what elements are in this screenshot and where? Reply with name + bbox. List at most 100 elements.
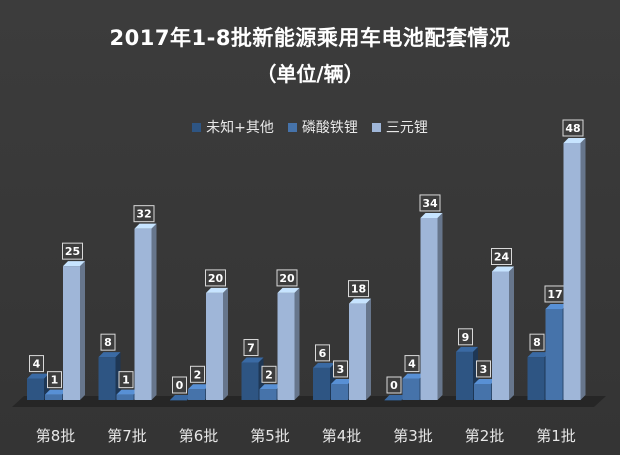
bar [98,357,116,400]
data-label: 20 [208,272,224,285]
bar-top [563,138,586,143]
bar [331,383,348,400]
data-label: 7 [247,342,255,355]
bar-top [206,287,228,293]
bar [527,357,545,400]
data-label-box [348,280,369,298]
bar-side [151,223,157,400]
bar [116,394,134,400]
x-tick-label: 第8批 [36,427,76,445]
bar-side [80,261,85,400]
bar [241,362,259,400]
data-label-box [315,344,330,362]
bar [259,389,277,400]
bar-top [349,298,371,304]
x-tick-label: 第4批 [322,427,362,445]
data-label: 48 [565,122,580,135]
bar [545,308,563,400]
legend-swatch-unknown [192,122,202,132]
data-label: 34 [422,197,438,210]
data-label: 0 [390,379,398,392]
bar-top [313,362,335,368]
bar-top [98,352,121,358]
bar-top [420,212,443,218]
bar-top [188,384,210,390]
bar [134,228,152,400]
data-label-box [476,360,491,378]
bar-side [437,212,443,400]
data-label-box [62,242,83,260]
bar [563,143,581,400]
bar-top [241,357,264,363]
data-label: 17 [547,288,562,301]
bar-top [492,266,514,272]
bar-top [527,352,550,358]
chart-subtitle: （单位/辆） [256,62,364,86]
x-tick-label: 第3批 [393,427,433,445]
bar [492,271,509,400]
data-label: 9 [462,331,470,344]
data-label: 4 [33,358,41,371]
bar [170,400,187,401]
bar-top [402,373,425,379]
bar-top [259,384,282,390]
data-label-box [205,269,226,287]
data-label: 1 [51,374,59,387]
bar [420,217,438,400]
bar [384,400,402,401]
bar-top [474,378,496,384]
bar-side [580,138,586,400]
data-label: 4 [408,358,416,371]
x-tick-label: 第6批 [179,427,219,445]
data-label: 20 [279,272,295,285]
bar [45,394,62,400]
bar-top [384,395,407,400]
bar-top [331,378,353,384]
legend-label-unknown: 未知+其他 [206,120,274,136]
data-label: 18 [351,283,366,296]
bar-top [116,389,139,395]
x-tick-label: 第1批 [536,427,576,445]
bar-top [134,223,157,229]
data-label: 3 [337,363,345,376]
legend-label-lfp: 磷酸铁锂 [301,120,358,136]
legend: 未知+其他 磷酸铁锂 三元锂 [0,117,620,137]
bar-top [456,346,478,352]
legend-label-ternary: 三元锂 [385,120,428,136]
data-label-box [47,371,62,389]
bar [188,389,205,400]
bar [456,351,473,400]
data-label-box [491,248,512,265]
bar [474,383,491,400]
data-label-box [29,355,44,373]
data-label: 1 [122,374,130,387]
bar [313,367,330,400]
data-label: 24 [494,251,510,264]
x-tick-label: 第2批 [465,427,505,445]
data-label-box [333,360,348,378]
x-tick-label: 第5批 [250,427,290,445]
data-label-box [404,355,420,373]
bar-top [545,303,568,309]
data-label-box [100,333,116,351]
data-label-box [458,328,473,346]
bar [277,292,295,400]
data-label-box [118,371,134,389]
legend-swatch-lfp [287,122,297,132]
legend-item-ternary: 三元锂 [371,117,428,137]
data-label: 8 [533,336,541,349]
data-label-box [419,194,441,212]
data-label: 0 [176,379,184,392]
bar-top [45,389,67,395]
data-label-box [276,269,298,287]
bar [349,303,366,400]
data-label-box [562,119,584,137]
bar [27,378,44,400]
bar-side [366,298,371,400]
bar-side [509,266,514,400]
bar-top [277,287,300,293]
data-label: 2 [265,368,273,381]
data-label: 25 [65,245,80,258]
data-label: 32 [136,208,151,221]
